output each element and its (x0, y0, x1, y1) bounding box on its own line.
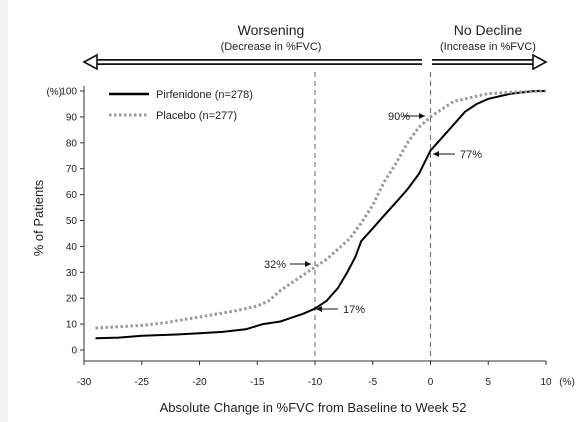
axis-ticks: 0 10 20 30 40 50 60 70 80 90 100 -30 -25 -20 -15 -10 -5 0… (60, 87, 552, 389)
x-tick-label: 10 (540, 377, 552, 388)
x-tick-label: -20 (192, 377, 207, 388)
y-tick-label: 50 (66, 216, 78, 227)
x-unit-label: (%) (559, 377, 575, 388)
y-tick-label: 90 (66, 112, 78, 123)
worsening-arrowhead (82, 53, 98, 71)
legend: Pirfenidone (n=278) Placebo (n=277) (109, 89, 253, 122)
annotation-arrowhead (419, 113, 425, 119)
x-tick-label: -25 (135, 377, 150, 388)
annotation-label: 17% (343, 304, 365, 316)
series-group (95, 89, 547, 340)
legend-label-pirfenidone: Pirfenidone (n=278) (156, 89, 253, 101)
annotations: 90% 77% 32% 17% (264, 111, 482, 316)
region-arrows (82, 53, 548, 71)
legend-label-placebo: Placebo (n=277) (156, 110, 237, 122)
y-tick-label: 20 (66, 294, 78, 305)
annotation-arrowhead (433, 151, 439, 157)
series-line-pirfenidone (95, 90, 546, 340)
x-tick-label: 5 (485, 377, 491, 388)
x-axis-title: Absolute Change in %FVC from Baseline to… (160, 400, 467, 415)
worsening-subtitle: (Decrease in %FVC) (221, 41, 322, 53)
x-tick-label: -30 (77, 377, 92, 388)
y-tick-label: 40 (66, 242, 78, 253)
x-tick-label: -15 (250, 377, 265, 388)
no-decline-arrowhead (532, 53, 548, 71)
y-tick-label: 0 (71, 346, 77, 357)
reference-lines (314, 72, 431, 361)
no-decline-subtitle: (Increase in %FVC) (440, 41, 536, 53)
y-tick-label: 100 (60, 87, 77, 98)
x-tick-label: 0 (428, 377, 434, 388)
y-tick-label: 60 (66, 190, 78, 201)
worsening-title: Worsening (238, 22, 305, 38)
y-tick-label: 70 (66, 164, 78, 175)
x-tick-label: -10 (308, 377, 323, 388)
annotation-label: 77% (460, 149, 482, 161)
y-unit-label: (%) (46, 87, 62, 98)
annotation-label: 32% (264, 259, 286, 271)
x-tick-label: -5 (368, 377, 377, 388)
no-decline-title: No Decline (454, 22, 523, 38)
annotation-arrowhead (305, 261, 311, 267)
y-tick-label: 30 (66, 268, 78, 279)
y-tick-label: 80 (66, 138, 78, 149)
y-axis-title: % of Patients (31, 179, 46, 256)
annotation-arrowhead (316, 306, 322, 312)
series-line-placebo (95, 89, 547, 330)
y-tick-label: 10 (66, 320, 78, 331)
annotation-label: 90% (388, 111, 410, 123)
